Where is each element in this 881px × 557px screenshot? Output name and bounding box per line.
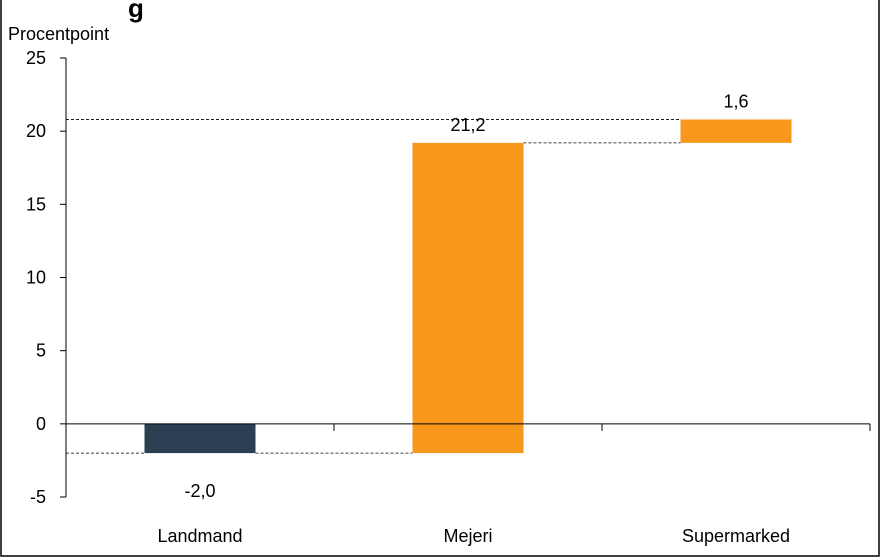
bar-mejeri bbox=[412, 142, 524, 454]
bar-supermarked bbox=[680, 119, 792, 143]
y-tick-label: 5 bbox=[36, 341, 46, 361]
cropped-title: g bbox=[128, 0, 144, 23]
bars bbox=[144, 119, 792, 454]
axes bbox=[65, 58, 871, 497]
x-tick-label: Mejeri bbox=[443, 526, 492, 546]
y-axis-label: Procentpoint bbox=[8, 24, 109, 44]
connector-lines bbox=[66, 119, 681, 454]
value-label: 1,6 bbox=[723, 91, 748, 111]
x-tick-labels: Landmand Mejeri Supermarked bbox=[157, 526, 790, 546]
y-tick-label: 25 bbox=[26, 48, 46, 68]
value-labels: -2,0 21,2 1,6 bbox=[184, 91, 748, 501]
x-tick-label: Landmand bbox=[157, 526, 242, 546]
bar-landmand bbox=[144, 423, 256, 454]
y-tick-label: 20 bbox=[26, 121, 46, 141]
y-tick-label: 0 bbox=[36, 414, 46, 434]
y-tick-label: 10 bbox=[26, 268, 46, 288]
y-tick-label: -5 bbox=[30, 487, 46, 507]
value-label: -2,0 bbox=[184, 481, 215, 501]
y-ticks: 25 20 15 10 5 0 -5 bbox=[26, 48, 66, 507]
x-tick-label: Supermarked bbox=[682, 526, 790, 546]
y-tick-label: 15 bbox=[26, 194, 46, 214]
value-label: 21,2 bbox=[450, 115, 485, 135]
